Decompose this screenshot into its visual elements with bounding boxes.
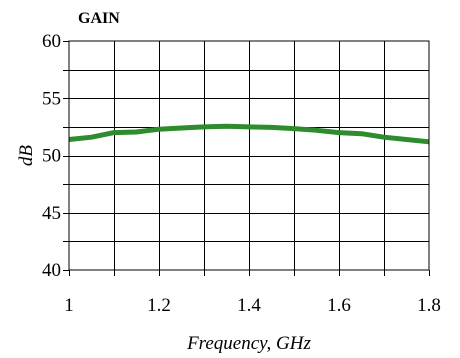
y-axis-label: dB [16,145,37,167]
x-tick-label: 1.6 [327,295,351,316]
x-axis-label: Frequency, GHz [186,333,311,354]
tick-marks [63,40,431,276]
x-tick-label: 1.4 [237,295,261,316]
series-line-0 [68,123,430,145]
x-tick-label: 1 [64,295,74,316]
chart-title: GAIN [78,10,120,27]
y-tick-label: 40 [42,260,61,281]
y-tick-label: 50 [42,146,61,167]
x-tick-label: 1.8 [417,295,441,316]
grid [69,41,429,270]
series-layer [68,123,430,145]
y-tick-label: 45 [42,203,61,224]
x-tick-label: 1.2 [147,295,171,316]
y-tick-label: 60 [42,31,61,52]
tick-labels: 1 1.2 1.4 1.6 1.8 40 45 50 55 60 [42,31,441,316]
y-tick-label: 55 [42,88,61,109]
